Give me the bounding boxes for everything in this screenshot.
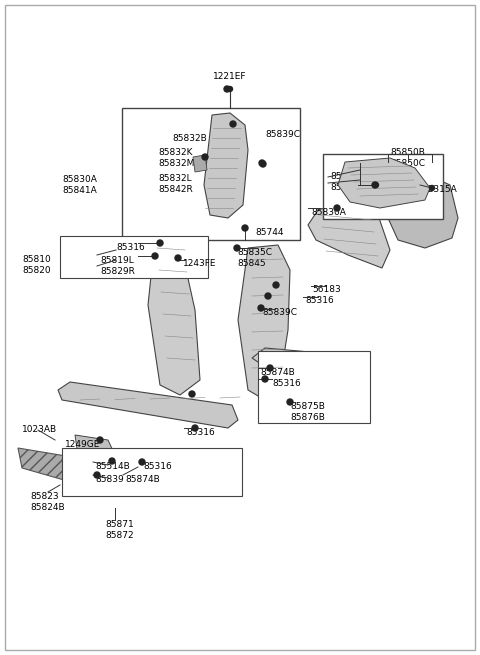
Polygon shape xyxy=(238,245,290,400)
Polygon shape xyxy=(148,235,200,395)
Text: 85850C: 85850C xyxy=(390,159,425,168)
Text: 85829R: 85829R xyxy=(100,267,135,276)
Text: 82315A: 82315A xyxy=(422,185,457,194)
Circle shape xyxy=(139,459,145,465)
Text: 85871: 85871 xyxy=(105,520,134,529)
Text: 85839: 85839 xyxy=(95,475,124,484)
Circle shape xyxy=(157,240,163,246)
Circle shape xyxy=(287,399,293,405)
Text: 85514B: 85514B xyxy=(95,462,130,471)
Text: 85316: 85316 xyxy=(116,243,145,252)
Text: 85832K: 85832K xyxy=(158,148,192,157)
Text: 85860: 85860 xyxy=(330,183,359,192)
Bar xyxy=(62,448,242,496)
Circle shape xyxy=(192,425,198,431)
Text: 85850: 85850 xyxy=(330,172,359,181)
Text: 85874B: 85874B xyxy=(260,368,295,377)
Text: 85820: 85820 xyxy=(22,266,50,275)
Text: 1221EF: 1221EF xyxy=(213,72,247,81)
Text: 1249GE: 1249GE xyxy=(65,440,100,449)
Text: 85835C: 85835C xyxy=(237,248,272,257)
Text: 85841A: 85841A xyxy=(62,186,97,195)
Text: 85316: 85316 xyxy=(143,462,172,471)
Circle shape xyxy=(260,161,266,167)
Text: 85832M: 85832M xyxy=(158,159,194,168)
Circle shape xyxy=(189,391,195,397)
Text: 85316: 85316 xyxy=(362,185,391,194)
Polygon shape xyxy=(388,175,458,248)
Text: 85316: 85316 xyxy=(186,428,215,437)
Circle shape xyxy=(234,245,240,251)
Text: 1023AB: 1023AB xyxy=(22,425,57,434)
Circle shape xyxy=(109,458,115,464)
Text: 85830A: 85830A xyxy=(62,175,97,184)
Circle shape xyxy=(373,183,379,187)
Text: 85316: 85316 xyxy=(305,296,334,305)
Text: 85830A: 85830A xyxy=(311,208,346,217)
Bar xyxy=(122,108,300,240)
Bar xyxy=(60,236,208,278)
Polygon shape xyxy=(338,158,430,208)
Circle shape xyxy=(94,472,100,478)
Bar xyxy=(323,154,443,219)
Text: 56183: 56183 xyxy=(312,285,341,294)
Text: 85810: 85810 xyxy=(22,255,51,264)
Circle shape xyxy=(258,305,264,311)
Polygon shape xyxy=(204,113,248,218)
Circle shape xyxy=(262,376,268,382)
Circle shape xyxy=(228,86,232,92)
Text: 85744: 85744 xyxy=(255,228,284,237)
Circle shape xyxy=(242,225,248,231)
Circle shape xyxy=(202,154,208,160)
Circle shape xyxy=(334,205,340,211)
Polygon shape xyxy=(193,155,207,172)
Polygon shape xyxy=(252,348,318,378)
Text: 85845: 85845 xyxy=(237,259,265,268)
Circle shape xyxy=(267,365,273,371)
Bar xyxy=(258,351,370,423)
Polygon shape xyxy=(75,435,115,462)
Text: 85839C: 85839C xyxy=(262,308,297,317)
Text: 1243FE: 1243FE xyxy=(183,259,216,268)
Circle shape xyxy=(259,160,265,166)
Circle shape xyxy=(273,282,279,288)
Circle shape xyxy=(224,86,230,92)
Text: 85842R: 85842R xyxy=(158,185,193,194)
Circle shape xyxy=(230,121,236,127)
Polygon shape xyxy=(18,448,100,488)
Circle shape xyxy=(175,255,181,261)
Text: 85850B: 85850B xyxy=(390,148,425,157)
Text: 85874B: 85874B xyxy=(125,475,160,484)
Circle shape xyxy=(372,182,378,188)
Text: 85316: 85316 xyxy=(272,379,301,388)
Text: 85839C: 85839C xyxy=(265,130,300,139)
Circle shape xyxy=(97,437,103,443)
Polygon shape xyxy=(58,382,238,428)
Text: 85824B: 85824B xyxy=(30,503,65,512)
Text: 85872: 85872 xyxy=(105,531,133,540)
Text: 85832L: 85832L xyxy=(158,174,192,183)
Text: 85823: 85823 xyxy=(30,492,59,501)
Text: 85819L: 85819L xyxy=(100,256,134,265)
Polygon shape xyxy=(308,200,390,268)
Circle shape xyxy=(430,185,434,191)
Circle shape xyxy=(265,293,271,299)
Circle shape xyxy=(152,253,158,259)
Text: 85876B: 85876B xyxy=(290,413,325,422)
Text: 85832B: 85832B xyxy=(172,134,207,143)
Text: 85875B: 85875B xyxy=(290,402,325,411)
